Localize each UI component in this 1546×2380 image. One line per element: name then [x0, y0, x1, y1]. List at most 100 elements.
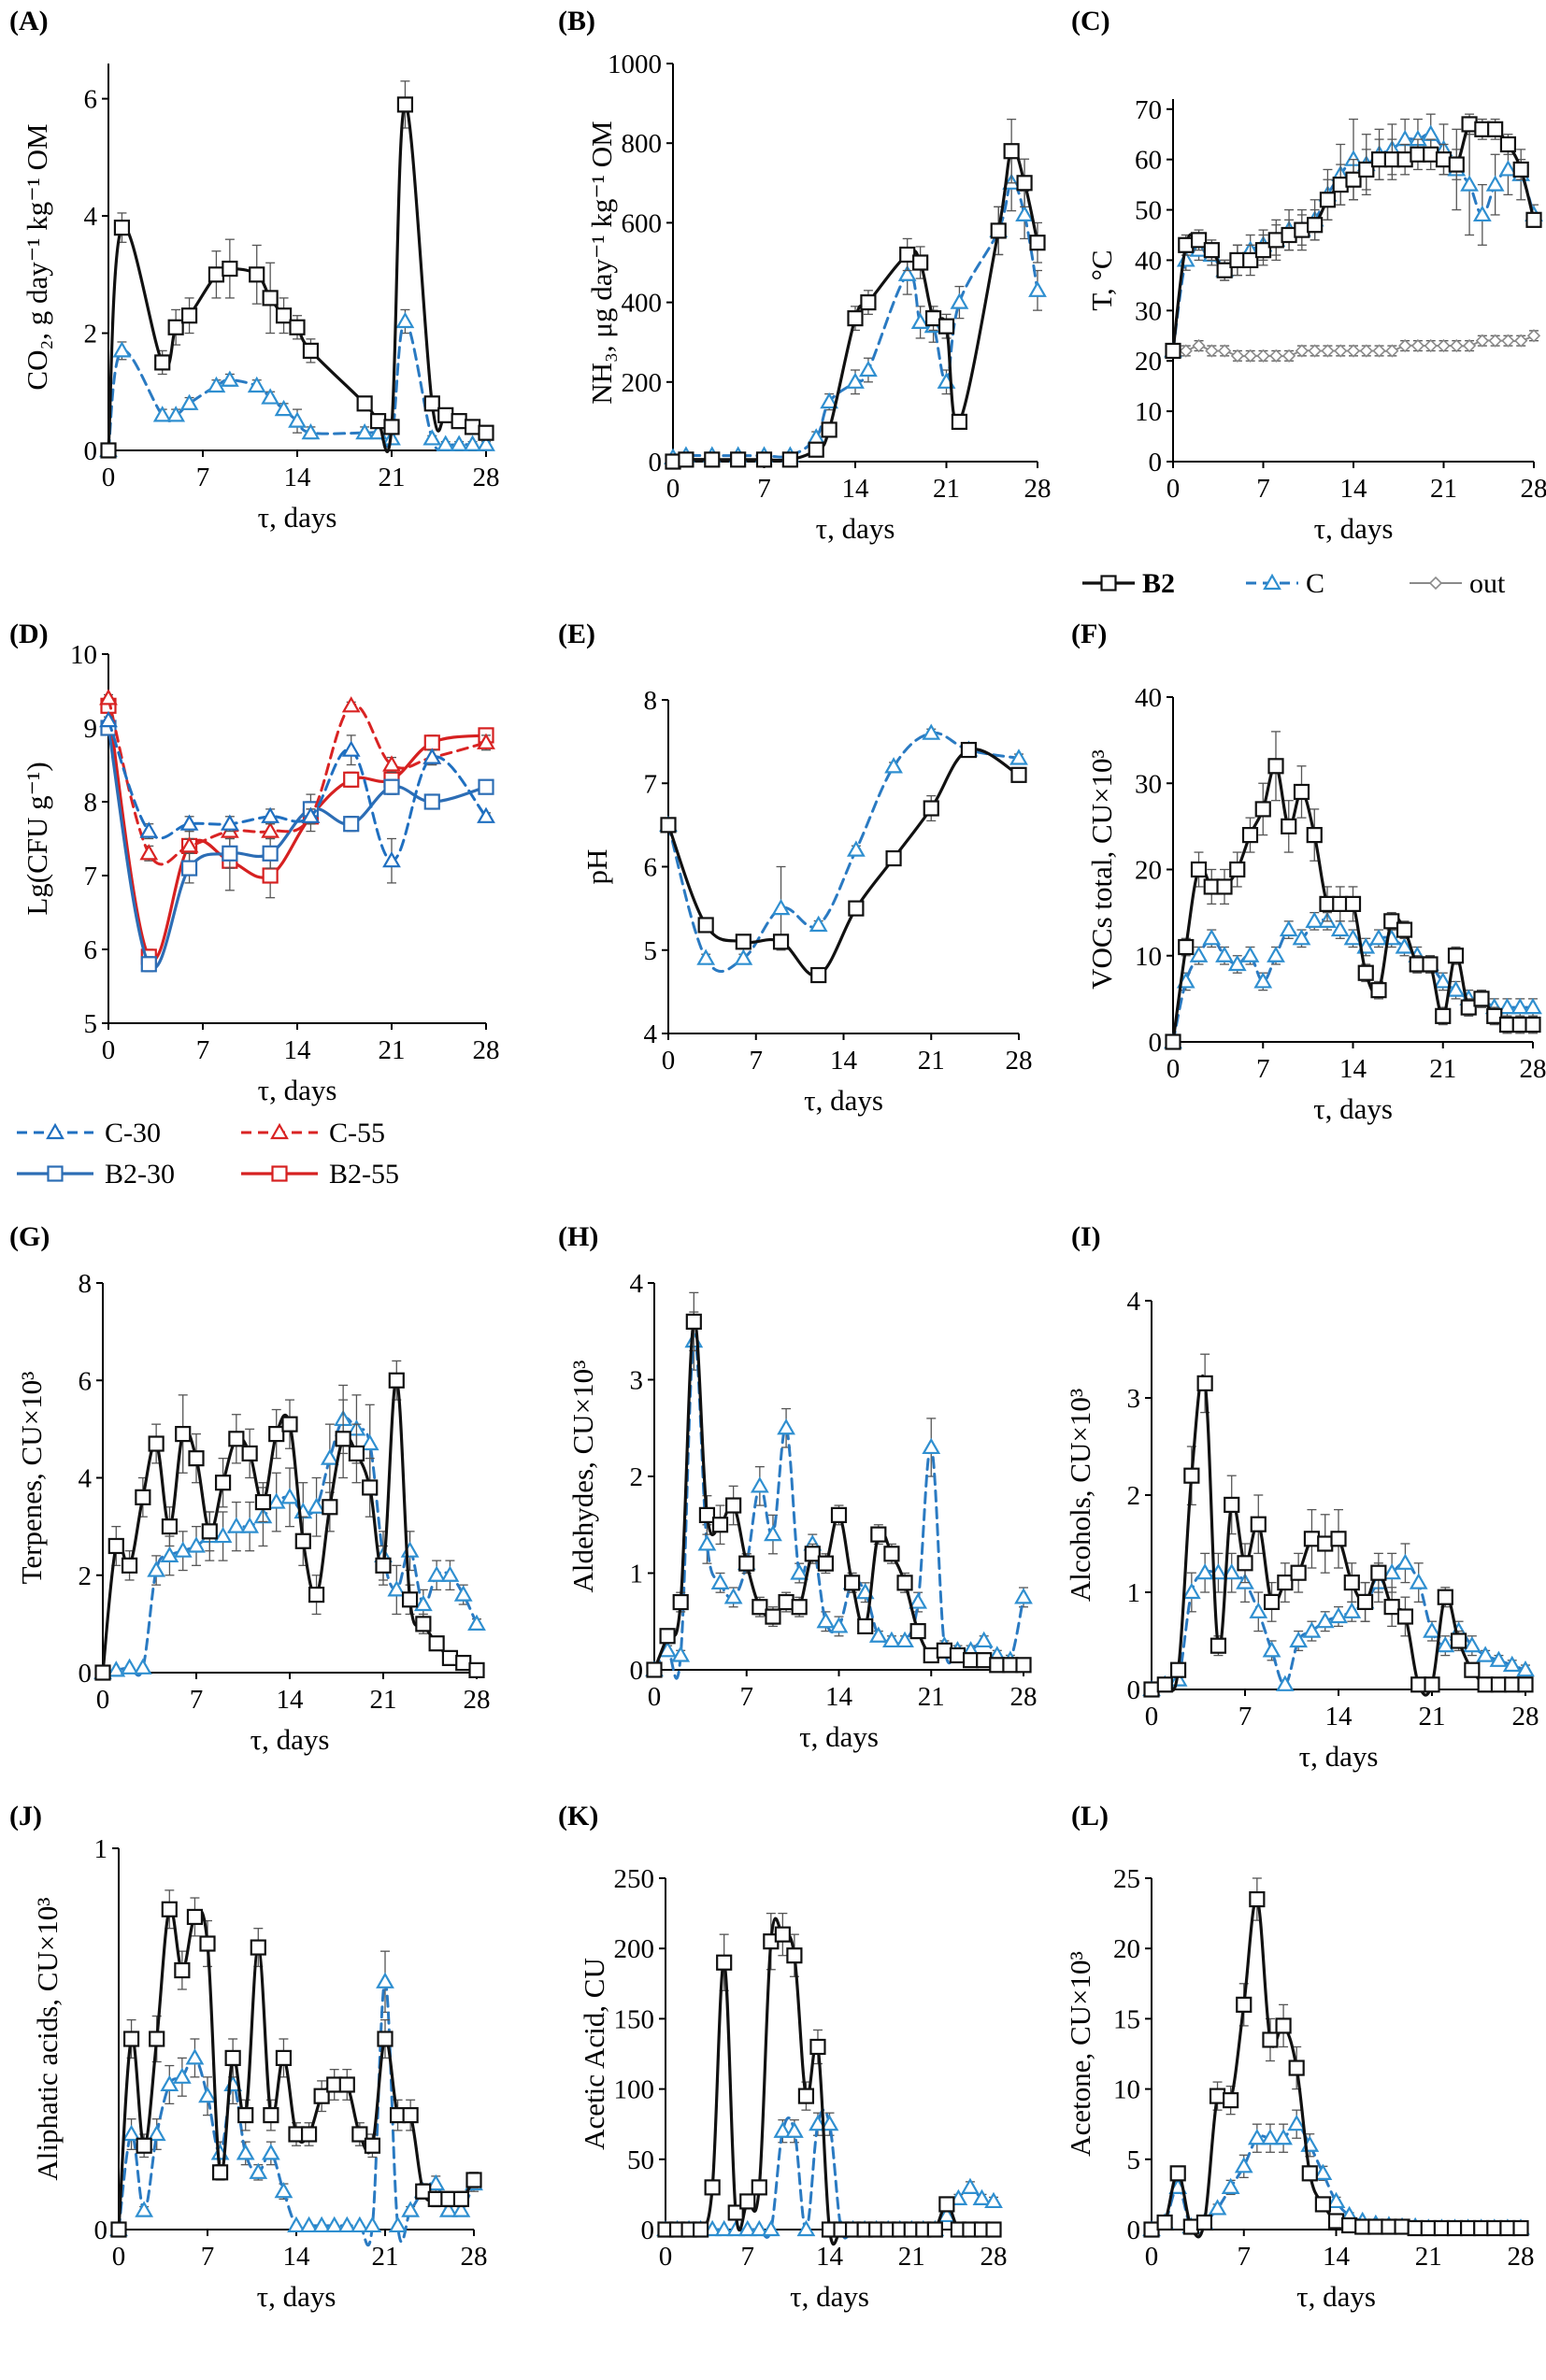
data-point — [1437, 1589, 1453, 1605]
data-point — [451, 2201, 471, 2217]
data-point — [1288, 2059, 1305, 2076]
x-tick-label: 14 — [825, 1682, 853, 1712]
x-tick-label: 0 — [102, 463, 116, 492]
data-point — [1504, 1676, 1521, 1693]
data-point — [275, 2049, 293, 2066]
data-point — [1240, 946, 1260, 962]
series-line — [117, 1980, 476, 2247]
y-tick-label: 3 — [630, 1366, 644, 1396]
data-point — [1181, 1582, 1201, 1600]
y-tick-label: 0 — [1127, 1675, 1141, 1705]
data-point — [422, 748, 442, 764]
x-tick-label: 0 — [1167, 1054, 1181, 1084]
data-point — [1407, 2219, 1424, 2237]
data-point — [1202, 929, 1222, 946]
panel-label: (I) — [1071, 1221, 1101, 1252]
x-tick-label: 21 — [379, 1035, 406, 1065]
data-point — [820, 392, 839, 409]
data-point — [1342, 1602, 1362, 1618]
data-point — [161, 1901, 178, 1917]
data-point — [1156, 2214, 1173, 2231]
data-point — [1143, 1681, 1160, 1698]
x-tick-label: 7 — [201, 2242, 215, 2272]
data-point — [175, 1425, 192, 1443]
data-point — [467, 1614, 486, 1631]
data-point — [829, 1617, 849, 1633]
data-point — [468, 1661, 485, 1678]
data-point — [133, 1658, 152, 1675]
data-point — [1423, 1621, 1441, 1638]
y-tick-label: 20 — [1113, 1934, 1140, 1964]
data-point — [974, 1631, 994, 1648]
data-point — [1343, 929, 1363, 946]
y-tick-label: 6 — [644, 853, 658, 883]
data-point — [343, 816, 360, 833]
data-point — [896, 1575, 913, 1591]
data-point — [1287, 2114, 1307, 2131]
data-point — [1424, 1676, 1440, 1693]
data-point — [451, 413, 467, 430]
data-point — [226, 1517, 246, 1533]
data-point — [388, 2216, 408, 2233]
data-point — [289, 319, 306, 335]
chart-panel-b: (B) 0 200 400 600 800 1000 0 7 14 21 28 τ, days NH₃, … — [558, 6, 1052, 545]
x-tick-label: 14 — [284, 1035, 312, 1065]
data-point — [1192, 338, 1206, 353]
data-point — [160, 1546, 179, 1563]
data-point — [249, 2162, 268, 2179]
y-tick-label: 7 — [644, 769, 658, 799]
data-point — [665, 453, 681, 470]
data-point — [771, 898, 791, 916]
data-point — [211, 2164, 229, 2181]
data-point — [809, 2114, 827, 2131]
x-axis-label: τ, days — [790, 2280, 869, 2313]
y-tick-label: 100 — [614, 2075, 655, 2105]
data-point — [1435, 1007, 1452, 1024]
data-point — [1446, 2219, 1464, 2237]
data-point — [1499, 2219, 1516, 2237]
data-point — [711, 1517, 729, 1533]
y-tick-label: 6 — [84, 935, 98, 965]
legend-entry-out: out — [1410, 568, 1506, 599]
data-point — [1497, 997, 1517, 1015]
series-line — [666, 748, 1021, 977]
x-tick-label: 7 — [741, 2242, 755, 2272]
data-point — [453, 1585, 473, 1602]
data-point — [1195, 2214, 1213, 2231]
data-point — [752, 1599, 768, 1616]
data-point — [1486, 1007, 1503, 1024]
data-point — [820, 2114, 839, 2131]
data-point — [377, 2031, 394, 2047]
data-point — [135, 1489, 151, 1505]
x-tick-label: 0 — [1145, 2242, 1159, 2272]
data-point — [1178, 938, 1195, 956]
data-point — [1334, 344, 1348, 358]
data-point — [1447, 948, 1465, 964]
data-point — [262, 845, 279, 862]
data-point — [110, 2221, 127, 2238]
y-tick-label: 0 — [94, 2216, 108, 2245]
data-point — [1267, 758, 1284, 775]
y-tick-label: 4 — [1127, 1287, 1141, 1317]
data-point — [714, 2219, 734, 2237]
data-point — [1343, 1574, 1360, 1591]
legend-entry-b2: B2 — [1082, 568, 1175, 599]
data-point — [1156, 1676, 1173, 1693]
y-tick-label: 4 — [630, 1269, 644, 1299]
data-point — [440, 1565, 460, 1582]
x-tick-label: 21 — [1429, 1054, 1456, 1084]
data-point — [1306, 826, 1323, 844]
data-point — [1262, 1641, 1281, 1658]
series-b2 — [660, 741, 1027, 984]
data-point — [725, 1497, 742, 1514]
data-point — [1512, 161, 1529, 178]
data-point — [1525, 211, 1542, 228]
y-axis-label: T, °C — [1085, 249, 1118, 310]
data-point — [962, 1652, 980, 1669]
data-point — [1209, 2088, 1226, 2104]
data-point — [179, 393, 199, 410]
data-point — [773, 2121, 793, 2138]
data-point — [730, 451, 747, 468]
data-point — [1488, 334, 1502, 348]
data-point — [395, 311, 415, 329]
